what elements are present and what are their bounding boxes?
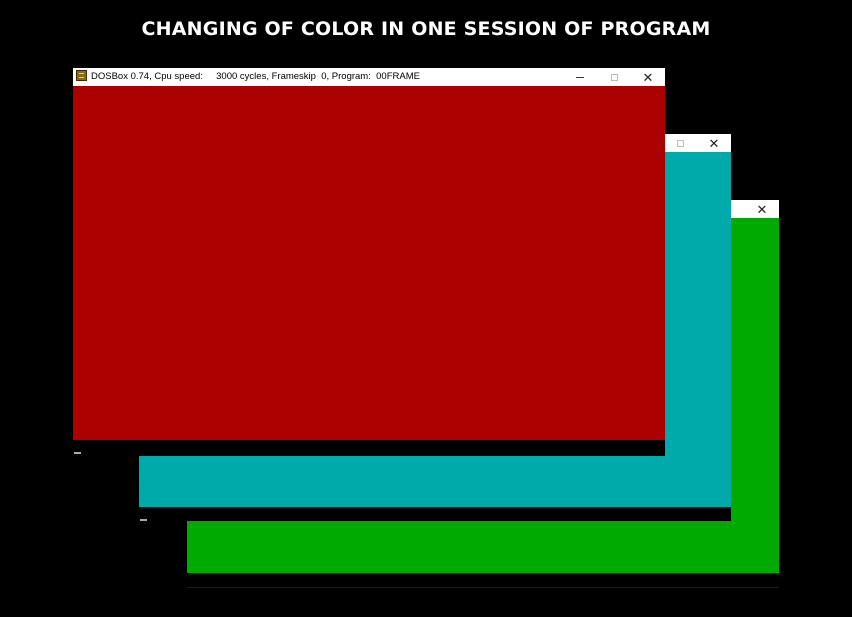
text-cursor	[140, 519, 147, 521]
status-strip	[187, 587, 779, 588]
dosbox-window-front[interactable]: DOSBox 0.74, Cpu speed: 3000 cycles, Fra…	[73, 68, 665, 456]
text-cursor	[74, 452, 81, 454]
maximize-button[interactable]	[663, 134, 697, 152]
minimize-icon	[576, 76, 584, 78]
minimize-button[interactable]	[563, 68, 597, 86]
dosbox-icon	[76, 70, 87, 81]
close-icon: ✕	[756, 201, 768, 217]
page-title: CHANGING OF COLOR IN ONE SESSION OF PROG…	[141, 18, 711, 40]
close-button[interactable]: ✕	[745, 200, 779, 218]
close-icon: ✕	[708, 135, 720, 151]
close-button[interactable]: ✕	[697, 134, 731, 152]
maximize-button[interactable]	[597, 68, 631, 86]
window-title: DOSBox 0.74, Cpu speed: 3000 cycles, Fra…	[91, 71, 420, 82]
window-titlebar[interactable]: DOSBox 0.74, Cpu speed: 3000 cycles, Fra…	[73, 68, 665, 86]
maximize-icon	[610, 73, 618, 81]
close-button[interactable]: ✕	[631, 68, 665, 86]
close-icon: ✕	[642, 69, 654, 85]
dos-screen-red[interactable]	[73, 86, 665, 440]
maximize-icon	[676, 139, 684, 147]
